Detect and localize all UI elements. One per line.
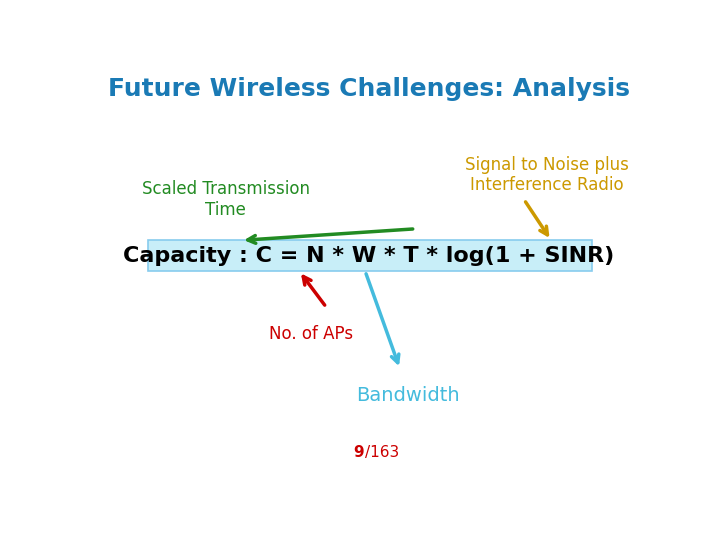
Text: 9: 9 [353,444,364,460]
Text: Capacity : C = N * W * T * log(1 + SINR): Capacity : C = N * W * T * log(1 + SINR) [123,246,615,266]
Text: No. of APs: No. of APs [269,325,353,343]
Text: /163: /163 [365,444,400,460]
FancyBboxPatch shape [148,240,593,271]
Text: Scaled Transmission
Time: Scaled Transmission Time [142,180,310,219]
Text: Future Wireless Challenges: Analysis: Future Wireless Challenges: Analysis [108,77,630,102]
Text: Signal to Noise plus
Interference Radio: Signal to Noise plus Interference Radio [465,156,629,194]
Text: Bandwidth: Bandwidth [356,387,459,406]
